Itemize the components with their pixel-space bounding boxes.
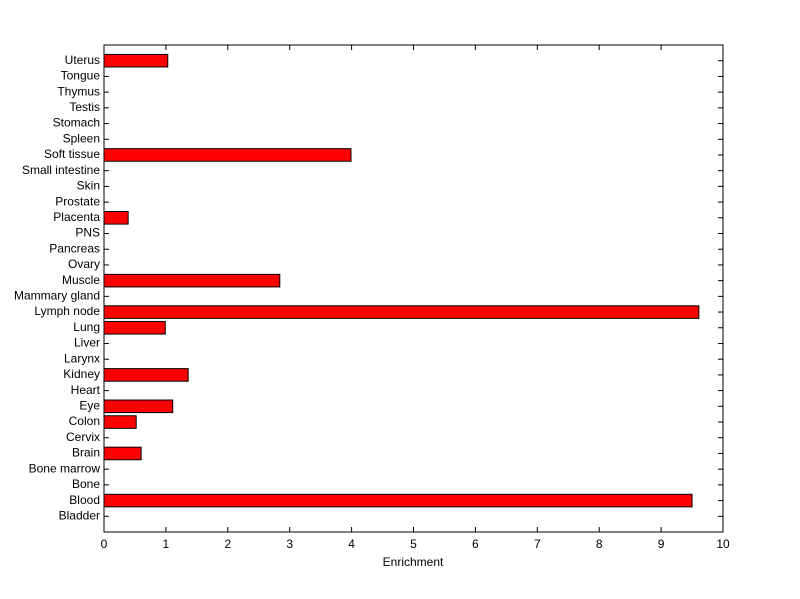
bar	[103, 305, 700, 319]
x-tick-label: 4	[348, 537, 355, 551]
bar	[103, 415, 137, 429]
y-tick-label: Muscle	[62, 273, 100, 287]
y-tick-label: Brain	[72, 446, 100, 460]
y-tick-label: Placenta	[53, 210, 100, 224]
bar	[103, 493, 693, 508]
y-tick-label: Mammary gland	[14, 289, 100, 303]
x-tick-label: 5	[410, 537, 417, 551]
x-tick-label: 0	[101, 537, 108, 551]
y-tick-label: Blood	[69, 493, 100, 507]
y-tick-label: Prostate	[55, 194, 100, 208]
y-tick-label: Colon	[69, 414, 100, 428]
y-tick-label: Stomach	[53, 116, 100, 130]
y-tick-label: PNS	[75, 226, 100, 240]
x-tick-label: 9	[658, 537, 665, 551]
bar	[103, 446, 142, 461]
bar	[103, 368, 189, 382]
y-tick-label: Larynx	[64, 351, 100, 365]
y-tick-label: Thymus	[57, 84, 100, 98]
y-tick-label: Eye	[79, 398, 100, 412]
x-tick-label: 10	[716, 537, 730, 551]
bar	[103, 320, 166, 335]
x-tick-label: 1	[163, 537, 170, 551]
x-tick-label: 8	[596, 537, 603, 551]
bar	[103, 211, 129, 225]
y-tick-label: Skin	[77, 179, 100, 193]
y-tick-label: Small intestine	[22, 163, 100, 177]
plot-frame	[103, 44, 724, 533]
bar	[103, 273, 281, 288]
bar	[103, 53, 169, 68]
y-tick-label: Cervix	[66, 430, 100, 444]
y-tick-label: Heart	[71, 383, 101, 397]
y-tick-label: Ovary	[68, 257, 100, 271]
bar	[103, 148, 352, 162]
y-tick-label: Tongue	[61, 69, 101, 83]
x-tick-label: 2	[224, 537, 231, 551]
y-tick-label: Kidney	[63, 367, 100, 381]
y-tick-label: Lymph node	[34, 304, 100, 318]
x-axis-label: Enrichment	[383, 555, 444, 569]
y-tick-label: Bone	[72, 477, 100, 491]
y-tick-label: Liver	[74, 336, 100, 350]
x-tick-label: 6	[472, 537, 479, 551]
y-tick-label: Bladder	[59, 508, 100, 522]
bar	[103, 399, 174, 414]
x-tick-label: 3	[286, 537, 293, 551]
y-tick-label: Uterus	[65, 53, 100, 67]
y-tick-label: Pancreas	[49, 241, 100, 255]
y-tick-label: Spleen	[63, 131, 100, 145]
y-tick-label: Soft tissue	[44, 147, 100, 161]
y-tick-label: Bone marrow	[29, 461, 101, 475]
y-tick-label: Testis	[69, 100, 100, 114]
y-tick-label: Lung	[73, 320, 100, 334]
x-tick-label: 7	[534, 537, 541, 551]
